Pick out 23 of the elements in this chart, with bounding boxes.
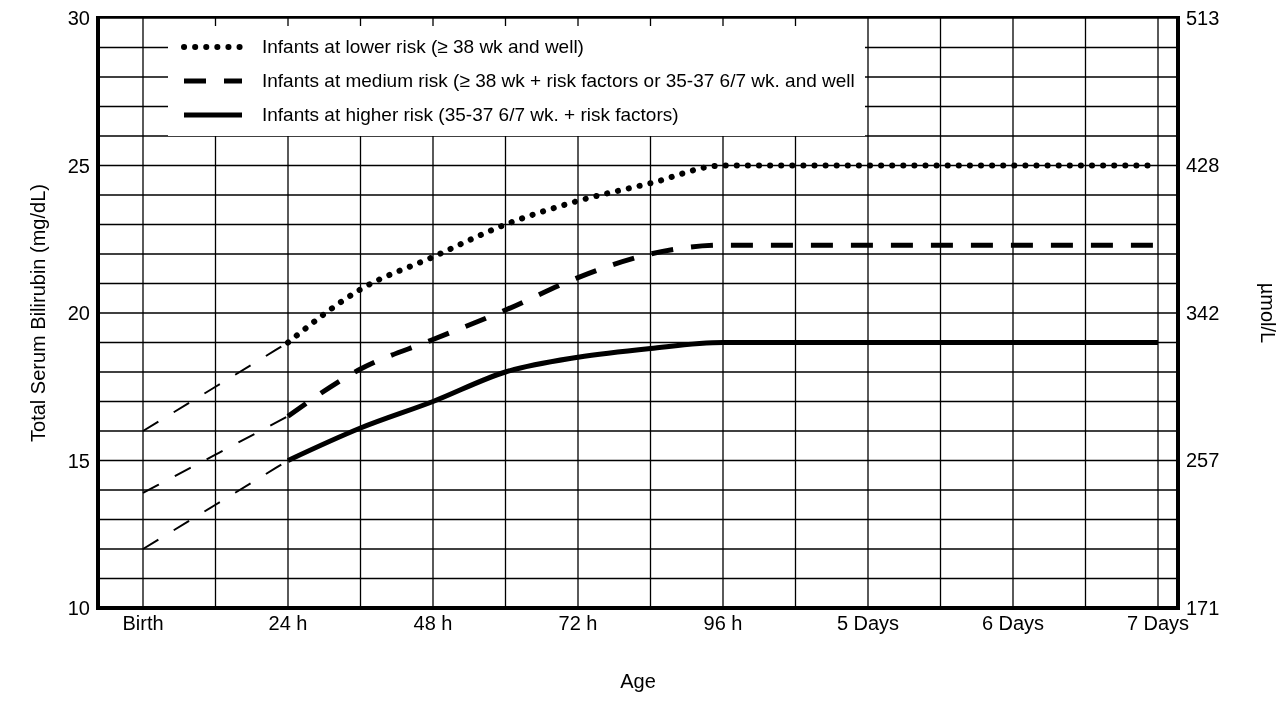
y2-tick-label: 171: [1186, 597, 1220, 620]
legend-label: Infants at lower risk (≥ 38 wk and well): [262, 35, 584, 59]
y-tick-label: 15: [67, 449, 90, 472]
x-tick-label: 72 h: [558, 612, 598, 635]
y-axis-title: Total Serum Bilirubin (mg/dL): [27, 184, 50, 442]
y2-tick-label: 342: [1186, 302, 1220, 325]
y-tick-label: 20: [67, 302, 90, 325]
x-axis-title: Age: [620, 670, 656, 692]
y2-axis-title: µmol/L: [1256, 282, 1279, 344]
y-tick-label: 25: [67, 154, 90, 177]
y2-tick-label: 513: [1186, 7, 1220, 30]
y2-tick-label: 428: [1186, 153, 1220, 176]
legend-label: Infants at medium risk (≥ 38 wk + risk factors or 35-37 6/7 wk. and well: [262, 69, 855, 93]
x-tick-label: 24 h: [268, 612, 308, 635]
x-tick-label: 48 h: [413, 612, 453, 635]
x-tick-label: 6 Days: [981, 612, 1045, 635]
x-tick-label: 5 Days: [836, 612, 900, 635]
y-tick-label: 30: [67, 7, 90, 30]
y-tick-label: 10: [67, 597, 90, 620]
x-tick-label: 96 h: [703, 612, 743, 635]
legend-label: Infants at higher risk (35-37 6/7 wk. + risk factors): [262, 103, 679, 127]
x-tick-label: Birth: [122, 612, 164, 635]
y2-tick-label: 257: [1186, 448, 1220, 471]
